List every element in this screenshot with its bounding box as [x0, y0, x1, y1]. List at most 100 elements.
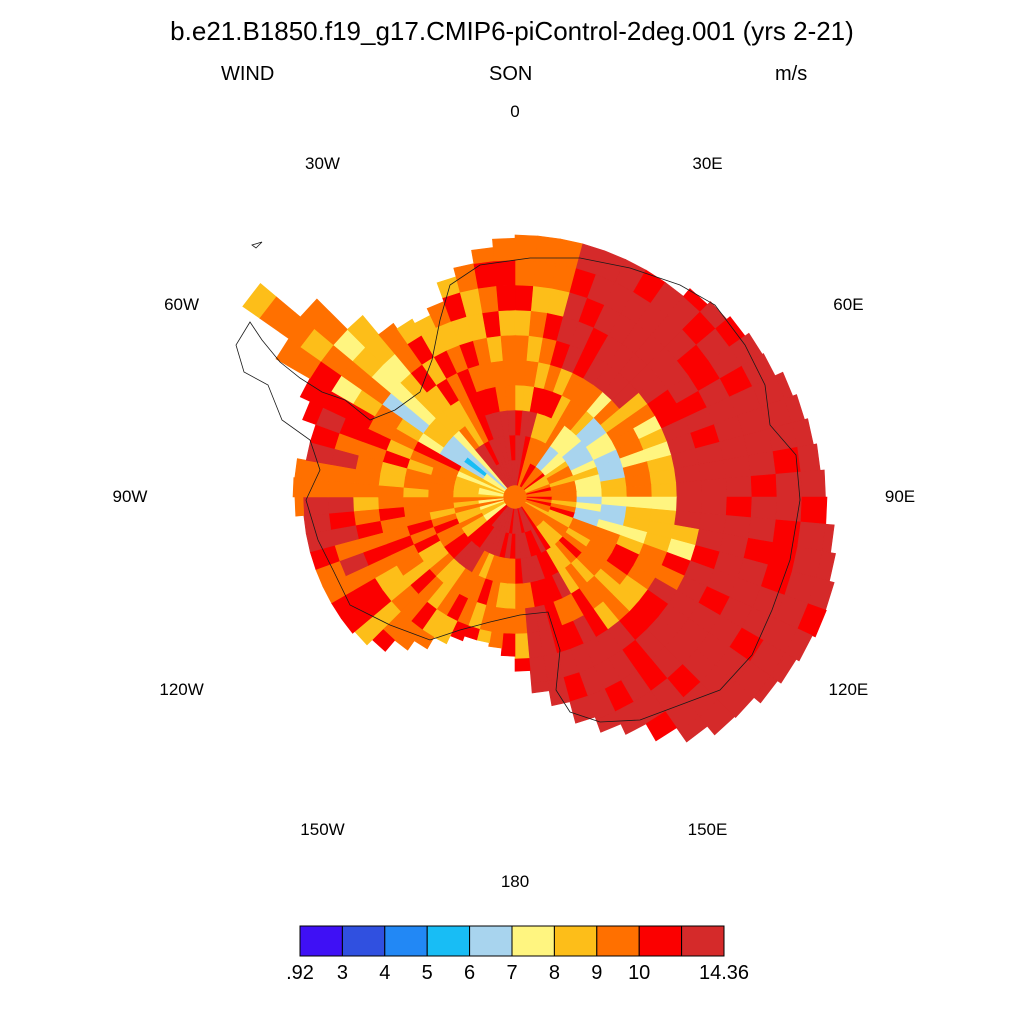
colorbar	[299, 925, 725, 957]
grid-cell	[502, 359, 516, 386]
grid-cell	[748, 451, 777, 477]
colorbar-box	[299, 925, 343, 957]
colorbar-label: 7	[506, 962, 518, 984]
plot-title: b.e21.B1850.f19_g17.CMIP6-piControl-2deg…	[170, 16, 854, 46]
units-label: m/s	[775, 63, 808, 85]
grid-cell	[498, 309, 516, 336]
grid-cell	[500, 633, 516, 657]
grid-cell	[800, 469, 826, 498]
wind-field	[242, 234, 836, 743]
season-label: SON	[489, 63, 533, 85]
grid-cell	[352, 496, 379, 512]
grid-cell	[496, 284, 516, 312]
grid-cell	[569, 695, 596, 724]
grid-cell	[700, 478, 728, 498]
grid-cell	[346, 314, 380, 348]
longitude-label: 150E	[687, 820, 728, 840]
grid-cell	[614, 701, 647, 735]
variable-label: WIND	[221, 63, 275, 85]
colorbar-box	[341, 925, 386, 957]
grid-cell	[514, 234, 539, 262]
grid-cell	[488, 631, 504, 649]
grid-cell	[294, 496, 305, 517]
grid-cell	[327, 496, 354, 514]
grid-cell	[327, 480, 354, 498]
grid-cell	[651, 482, 678, 498]
grid-cell	[514, 658, 531, 672]
colorbar-box	[384, 925, 428, 957]
grid-cell	[299, 298, 331, 330]
longitude-label: 120E	[828, 679, 869, 699]
longitude-label: 90W	[112, 487, 148, 506]
colorbar-label: .92	[286, 962, 314, 984]
grid-cell	[772, 519, 802, 548]
longitude-label: 180	[500, 872, 530, 891]
colorbar-box	[511, 925, 555, 957]
grid-cell	[800, 496, 828, 525]
grid-cell	[700, 496, 728, 516]
grid-cell	[514, 284, 534, 312]
grid-cell	[530, 680, 550, 694]
grid-cell	[723, 455, 752, 479]
grid-cell	[679, 716, 708, 743]
grid-cell	[473, 260, 497, 289]
grid-cell	[645, 711, 678, 742]
colorbar-box	[553, 925, 598, 957]
colorbar-label: 9	[591, 962, 603, 984]
grid-cell	[725, 496, 753, 519]
grid-cell	[753, 675, 778, 704]
grid-cell	[514, 633, 530, 660]
island-outline	[251, 241, 263, 249]
colorbar-box	[681, 925, 725, 957]
grid-cell	[750, 496, 778, 521]
grid-cell	[750, 473, 778, 498]
grid-cell	[595, 711, 622, 733]
grid-cell	[797, 603, 827, 638]
grid-cell	[378, 322, 409, 355]
grid-cell	[676, 480, 703, 498]
longitude-label: 30E	[692, 153, 723, 173]
colorbar-label: 10	[628, 962, 651, 984]
longitude-label: 90E	[884, 487, 916, 506]
grid-cell	[514, 259, 537, 287]
grid-cell	[770, 652, 797, 684]
grid-cell	[626, 484, 653, 498]
longitude-label: 60E	[833, 294, 864, 314]
antarctic-coastline	[235, 257, 801, 723]
longitude-label: 120W	[159, 679, 204, 699]
colorbar-box	[596, 925, 640, 957]
grid-cell	[547, 677, 571, 707]
grid-cell	[302, 478, 330, 498]
colorbar-label: 14.36	[698, 962, 750, 984]
grid-cell	[471, 247, 495, 264]
grid-cell	[699, 699, 736, 736]
grid-cell	[493, 259, 516, 287]
grid-cell	[503, 485, 527, 509]
grid-cell	[514, 608, 528, 635]
colorbar-label: 8	[548, 962, 560, 984]
longitude-label: 60W	[164, 294, 200, 314]
grid-cell	[784, 628, 813, 662]
grid-cell	[294, 458, 307, 479]
colorbar-label: 3	[336, 962, 348, 984]
longitude-label: 30W	[305, 153, 340, 173]
colorbar-box	[469, 925, 513, 957]
colorbar-label: 6	[464, 962, 476, 984]
longitude-label: 150W	[300, 820, 345, 840]
colorbar-label: 4	[379, 962, 391, 984]
grid-cell	[292, 477, 305, 498]
grid-cell	[377, 496, 404, 510]
longitude-label: 0	[510, 102, 520, 121]
grid-cell	[797, 521, 827, 552]
grid-cell	[302, 496, 330, 516]
grid-cell	[514, 309, 532, 336]
colorbar-label: 5	[421, 962, 433, 984]
colorbar-box	[638, 925, 683, 957]
grid-cell	[797, 443, 821, 473]
colorbar-box	[426, 925, 471, 957]
grid-cell	[242, 282, 277, 319]
grid-cell	[492, 237, 516, 262]
grid-cell	[676, 496, 703, 514]
grid-cell	[500, 334, 516, 361]
